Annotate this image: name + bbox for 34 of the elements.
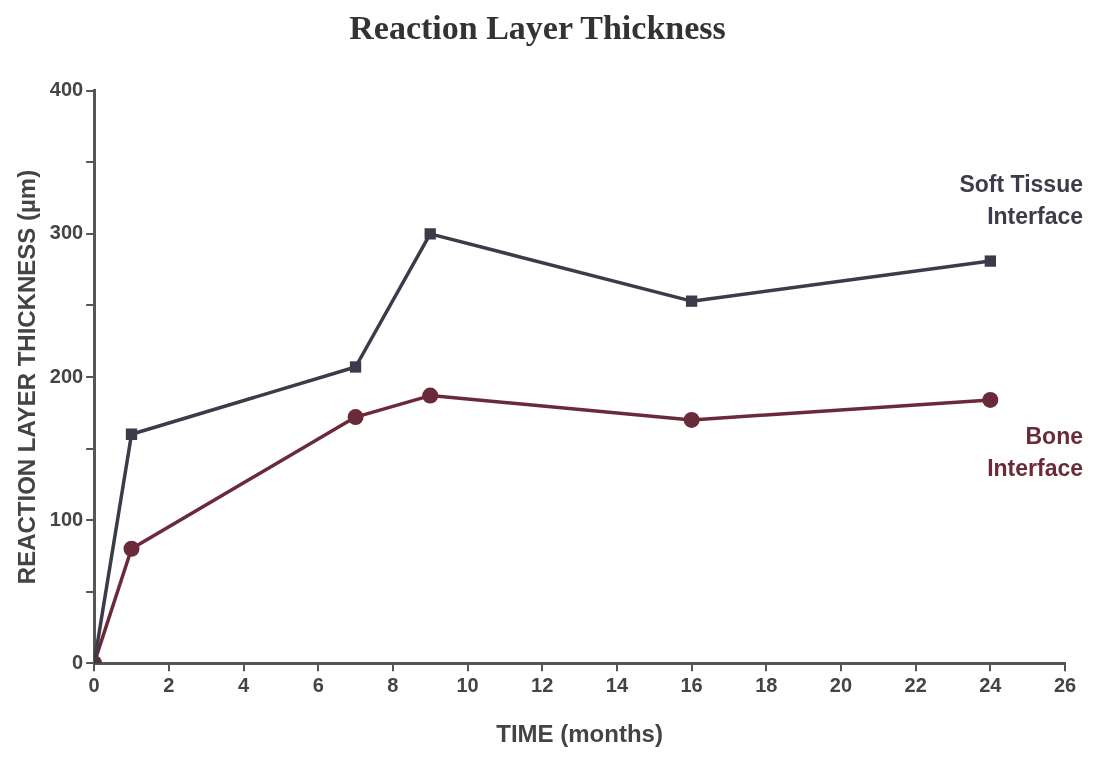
point [125,428,138,440]
point [982,391,999,408]
x-tick-label: 2 [163,673,175,696]
y-tick-label: 200 [49,364,84,387]
point [123,540,140,557]
x-tick-label: 4 [237,673,250,696]
y-tick-label: 0 [72,650,84,673]
chart-title: Reaction Layer Thickness [349,9,726,47]
x-tick-label: 18 [755,673,778,696]
x-tick-label: 26 [1053,673,1077,696]
x-tick-label: 8 [387,673,399,696]
x-tick-label: 12 [531,673,554,696]
y-tick-label: 400 [49,78,84,101]
x-tick-label: 14 [605,673,629,696]
x-tick-label: 0 [88,673,100,696]
series-label: Bone Interface [987,423,1083,482]
y-tick-label: 300 [49,221,84,244]
y-axis-title: REACTION LAYER THICKNESS (µm) [13,169,41,585]
point [685,295,698,307]
x-tick-label: 10 [456,673,479,696]
point [422,387,439,404]
y-tick-label: 100 [49,507,84,530]
point [349,361,362,373]
point [424,228,436,240]
x-tick-label: 16 [680,673,703,696]
point [347,409,364,426]
point [683,411,700,428]
x-tick-label: 20 [829,673,853,696]
x-tick-label: 22 [904,673,927,696]
series-label: Soft Tissue Interface [959,171,1083,230]
point [984,255,996,267]
x-tick-label: 24 [979,673,1003,696]
x-tick-label: 6 [312,673,324,696]
x-axis-title: TIME (months) [496,720,663,748]
